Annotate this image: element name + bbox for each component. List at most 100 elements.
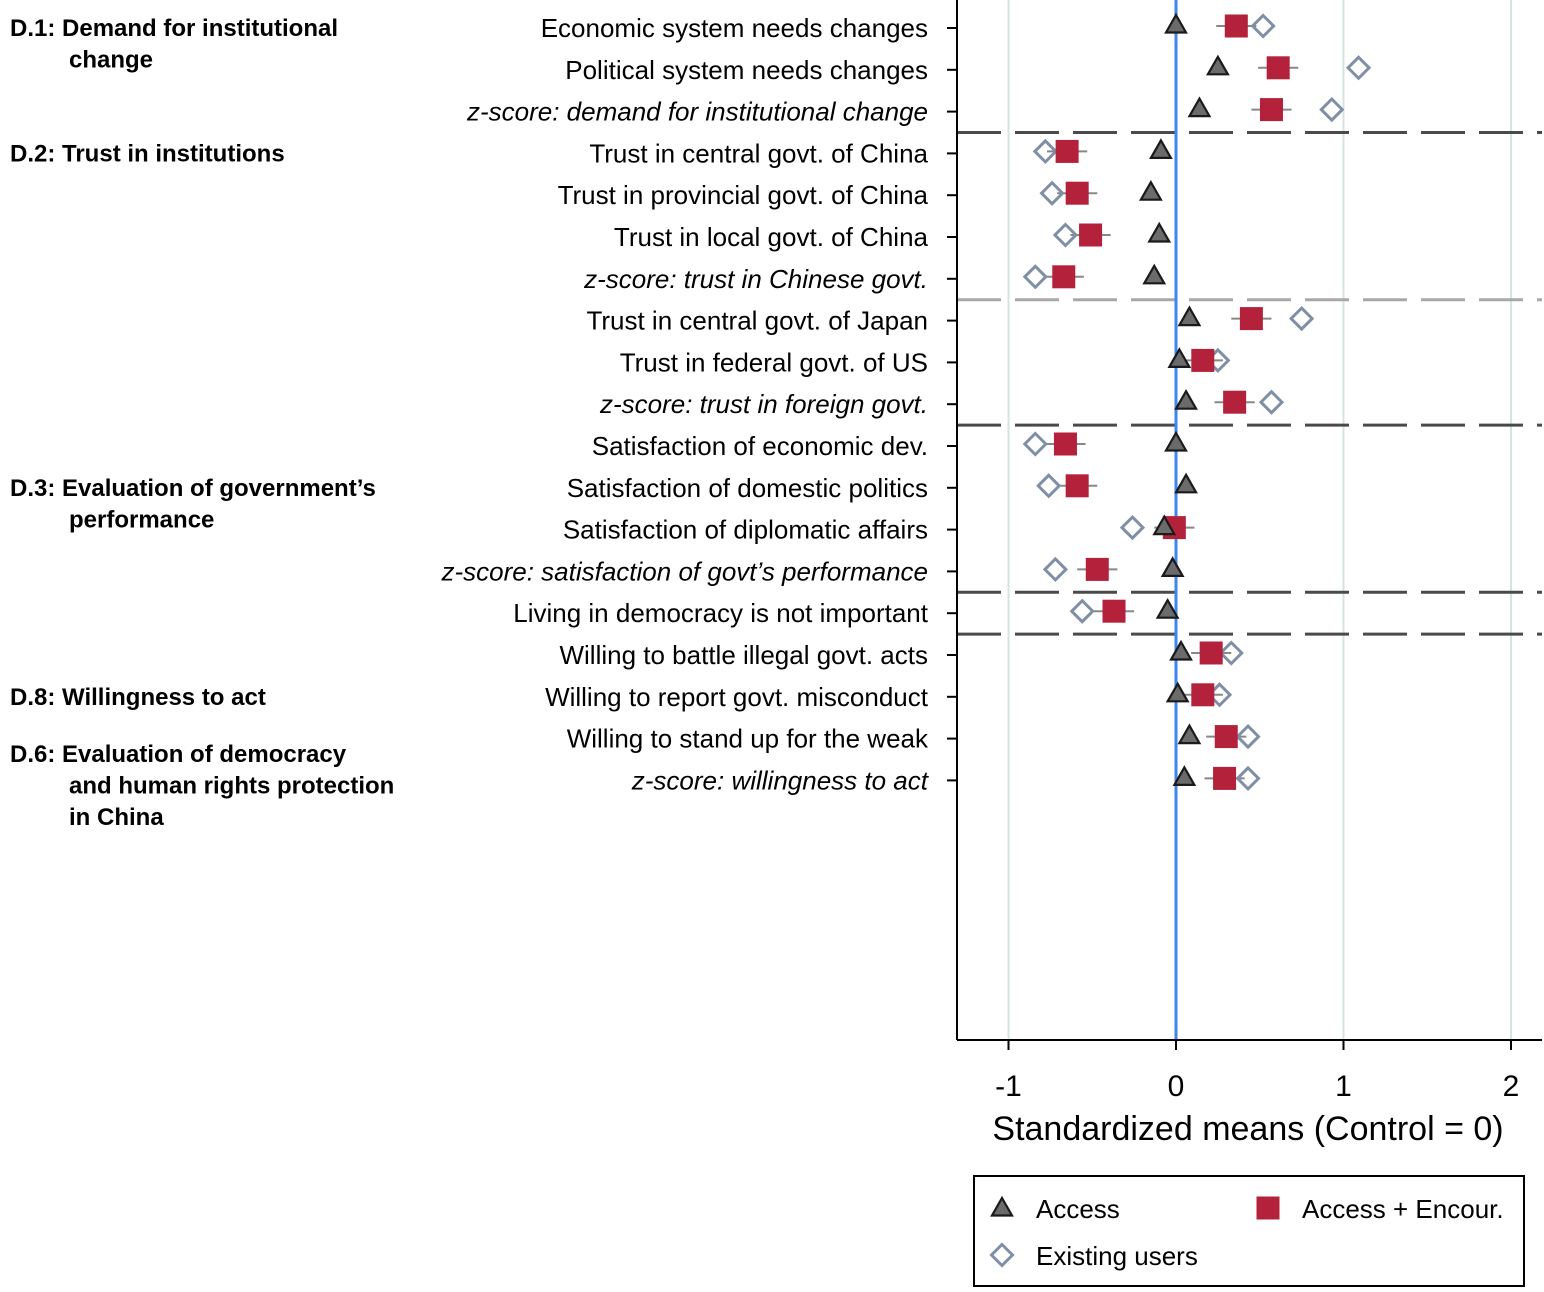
axes: -1 0 1 2 — [947, 0, 1542, 1103]
existing-point-5 — [1052, 222, 1079, 248]
existing-point-17 — [1235, 723, 1261, 750]
encour-point-6 — [1052, 265, 1076, 289]
existing-point-10 — [1022, 431, 1048, 457]
row-label-7: Trust in central govt. of Japan — [586, 306, 928, 336]
encour-point-15 — [1199, 641, 1223, 665]
access-point-13 — [1160, 556, 1185, 578]
existing-point-4 — [1039, 180, 1065, 206]
section-separators — [957, 131, 1542, 636]
legend-marker-access — [990, 1195, 1014, 1217]
access-point-15 — [1169, 639, 1193, 661]
encour-point-8 — [1191, 348, 1215, 372]
row-marks-6 — [1022, 263, 1167, 290]
access-point-18 — [1172, 765, 1197, 787]
encour-point-13 — [1085, 557, 1109, 581]
row-marks-16 — [1165, 681, 1233, 708]
row-marks-10 — [1022, 430, 1188, 457]
encour-point-1 — [1266, 56, 1290, 80]
row-label-15: Willing to battle illegal govt. acts — [559, 640, 928, 670]
section-label-3-line-0: D.6: Evaluation of democracy — [10, 741, 347, 768]
encour-point-5 — [1079, 223, 1103, 247]
existing-point-6 — [1022, 264, 1048, 290]
access-point-6 — [1142, 263, 1167, 285]
access-point-5 — [1147, 221, 1172, 243]
access-point-0 — [1164, 12, 1188, 34]
row-label-12: Satisfaction of diplomatic affairs — [563, 515, 928, 545]
section-label-0-line-0: D.1: Demand for institutional — [10, 15, 338, 42]
existing-point-13 — [1042, 556, 1069, 583]
grid-layer — [1007, 0, 1512, 1040]
row-marks-11 — [1036, 472, 1198, 499]
existing-point-14 — [1069, 598, 1095, 624]
encour-point-14 — [1102, 599, 1126, 623]
row-marks-14 — [1069, 597, 1180, 624]
encour-point-2 — [1259, 98, 1283, 122]
row-marks-1 — [1205, 54, 1372, 81]
row-label-5: Trust in local govt. of China — [614, 222, 929, 252]
access-point-2 — [1187, 96, 1212, 118]
legend: Access Access + Encour. Existing users — [973, 1175, 1525, 1287]
access-point-1 — [1205, 54, 1230, 76]
row-label-16: Willing to report govt. misconduct — [545, 682, 929, 712]
x-axis-title: Standardized means (Control = 0) — [992, 1110, 1503, 1148]
row-label-11: Satisfaction of domestic politics — [567, 473, 928, 503]
legend-label-access: Access — [1036, 1194, 1120, 1224]
x-tick-label-3: 2 — [1503, 1070, 1520, 1103]
section-label-4-line-0: D.8: Willingness to act — [10, 684, 266, 711]
row-marks-13 — [1042, 556, 1185, 583]
row-label-3: Trust in central govt. of China — [589, 138, 928, 168]
access-point-9 — [1174, 388, 1198, 410]
existing-point-1 — [1345, 55, 1372, 81]
access-point-3 — [1149, 138, 1173, 159]
existing-point-2 — [1319, 96, 1345, 123]
legend-box — [973, 1175, 1525, 1287]
row-label-4: Trust in provincial govt. of China — [558, 180, 929, 210]
existing-point-18 — [1235, 765, 1261, 792]
data-marks — [1022, 12, 1372, 792]
access-point-10 — [1164, 430, 1188, 452]
access-point-17 — [1177, 723, 1202, 745]
row-label-6: z-score: trust in Chinese govt. — [583, 264, 928, 294]
encour-point-18 — [1213, 766, 1237, 790]
encour-point-0 — [1224, 14, 1248, 38]
legend-items: Access Access + Encour. Existing users — [989, 1194, 1504, 1271]
encour-point-9 — [1223, 390, 1247, 414]
x-tick-label-2: 1 — [1335, 1070, 1352, 1103]
existing-point-3 — [1032, 138, 1058, 165]
row-label-18: z-score: willingness to act — [631, 765, 930, 795]
section-label-2-line-1: performance — [69, 506, 214, 533]
access-point-4 — [1138, 179, 1163, 201]
existing-point-7 — [1289, 305, 1315, 332]
row-label-9: z-score: trust in foreign govt. — [599, 389, 928, 419]
section-label-2-line-0: D.3: Evaluation of government’s — [10, 475, 376, 502]
encour-point-10 — [1053, 432, 1077, 456]
access-point-16 — [1165, 681, 1190, 703]
row-marks-15 — [1169, 639, 1244, 666]
encour-point-7 — [1239, 307, 1263, 331]
row-label-8: Trust in federal govt. of US — [620, 347, 928, 377]
legend-label-encour: Access + Encour. — [1302, 1194, 1504, 1224]
row-label-1: Political system needs changes — [565, 55, 928, 85]
encour-point-16 — [1191, 683, 1215, 707]
row-label-13: z-score: satisfaction of govt’s performa… — [440, 556, 928, 586]
row-marks-8 — [1167, 347, 1231, 374]
section-labels: D.1: Demand for institutional change D.2: … — [10, 15, 394, 831]
x-tick-label-0: -1 — [995, 1070, 1022, 1103]
row-marks-2 — [1187, 96, 1345, 123]
row-label-10: Satisfaction of economic dev. — [592, 431, 928, 461]
access-point-7 — [1177, 305, 1202, 327]
legend-label-existing: Existing users — [1036, 1241, 1198, 1271]
row-marks-18 — [1172, 765, 1261, 792]
row-label-17: Willing to stand up for the weak — [567, 724, 929, 754]
legend-marker-encour — [1256, 1196, 1280, 1220]
row-marks-4 — [1039, 179, 1163, 206]
row-label-14: Living in democracy is not important — [513, 598, 929, 628]
row-marks-17 — [1177, 723, 1261, 750]
row-marks-7 — [1177, 305, 1315, 332]
encour-point-11 — [1065, 474, 1089, 498]
row-marks-9 — [1174, 388, 1285, 415]
encour-point-3 — [1055, 139, 1079, 163]
x-tick-label-1: 0 — [1168, 1070, 1185, 1103]
encour-point-4 — [1065, 181, 1089, 205]
